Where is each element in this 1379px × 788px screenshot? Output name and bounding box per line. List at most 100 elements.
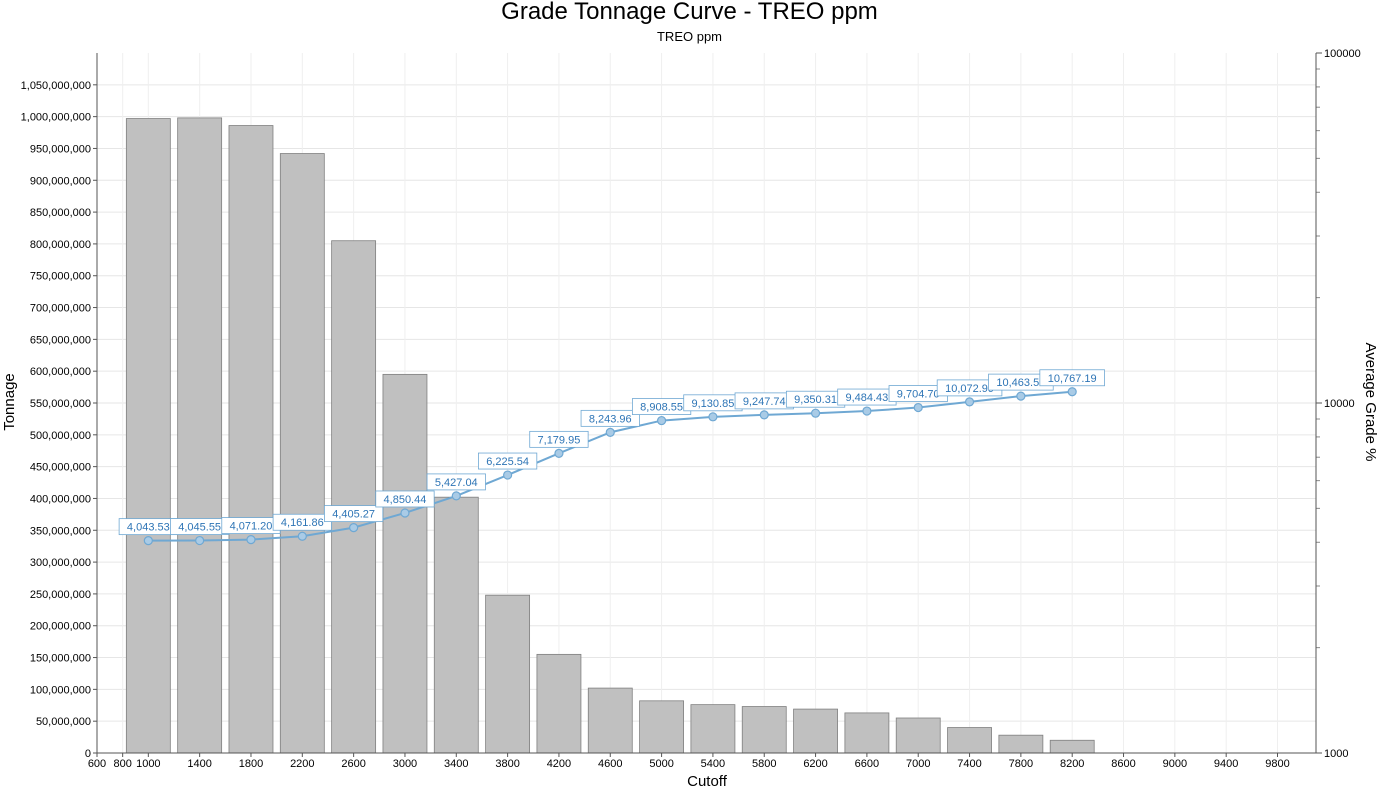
x-tick-label: 5000 <box>649 758 673 770</box>
tonnage-bar <box>895 717 941 754</box>
y-left-tick-label: 450,000,000 <box>30 462 91 474</box>
grade-point <box>400 508 410 518</box>
tonnage-bar <box>331 240 377 754</box>
grade-point <box>143 536 153 546</box>
y-left-tick-label: 600,000,000 <box>30 366 91 378</box>
grade-point <box>759 410 769 420</box>
grade-point <box>1067 387 1077 397</box>
y-left-tick-label: 900,000,000 <box>30 175 91 187</box>
x-tick-label: 8200 <box>1060 758 1084 770</box>
grade-point <box>1016 391 1026 401</box>
y-left-tick-label: 200,000,000 <box>30 621 91 633</box>
x-tick-label: 8600 <box>1111 758 1135 770</box>
y-left-tick-label: 250,000,000 <box>30 589 91 601</box>
tonnage-bar <box>639 700 684 754</box>
tonnage-bar <box>228 125 274 754</box>
tonnage-bar <box>844 712 890 754</box>
tonnage-bar <box>485 594 531 754</box>
y-left-tick-label: 700,000,000 <box>30 303 91 315</box>
x-tick-label: 1000 <box>136 758 160 770</box>
x-tick-label: 7000 <box>906 758 930 770</box>
grade-point <box>862 406 872 416</box>
grade-point <box>708 412 718 422</box>
y-left-tick-label: 350,000,000 <box>30 525 91 537</box>
x-tick-label: 800 <box>113 758 131 770</box>
grade-data-label: 4,043.53 <box>127 522 170 534</box>
tonnage-bar <box>279 153 325 754</box>
chart-title: Grade Tonnage Curve - TREO ppm <box>501 0 878 25</box>
tonnage-bar <box>741 706 787 754</box>
grade-label-box <box>375 490 435 508</box>
tonnage-bar <box>690 704 736 754</box>
grade-point <box>246 534 256 545</box>
grade-label-box <box>272 513 332 531</box>
grade-data-label: 6,225.54 <box>486 456 529 468</box>
x-tick-label: 9000 <box>1163 758 1187 770</box>
y-left-tick-label: 300,000,000 <box>30 557 91 569</box>
x-tick-label: 6200 <box>803 758 827 770</box>
x-tick-label: 9800 <box>1265 758 1289 770</box>
axis-layer: 0 50,000,000 100,000,000 150,000,000 200,000… <box>21 48 1361 770</box>
y-left-tick-label: 650,000,000 <box>30 334 91 346</box>
y-left-tick-label: 150,000,000 <box>30 653 91 665</box>
grade-data-label: 4,850.44 <box>384 494 427 506</box>
y-left-tick-label: 850,000,000 <box>30 207 91 219</box>
tonnage-bar <box>177 117 223 754</box>
tonnage-bar <box>793 708 838 754</box>
x-tick-label: 3400 <box>444 758 468 770</box>
y-left-tick-label: 1,000,000,000 <box>21 112 91 124</box>
y-left-tick-label: 1,050,000,000 <box>21 80 91 92</box>
grade-data-label: 9,704.70 <box>897 389 940 401</box>
grade-data-label: 4,071.20 <box>230 521 273 533</box>
tonnage-bar <box>998 734 1044 754</box>
y-left-tick-label: 800,000,000 <box>30 239 91 251</box>
x-tick-label: 600 <box>88 758 106 770</box>
grade-label-box <box>529 430 589 448</box>
grade-point <box>605 427 615 437</box>
grade-data-label: 10,072.99 <box>945 383 994 395</box>
y-left-tick-label: 750,000,000 <box>30 271 91 283</box>
grade-point <box>913 402 923 413</box>
grade-point <box>656 415 667 426</box>
grade-data-label: 8,243.96 <box>589 413 632 425</box>
grade-label-box <box>324 505 384 523</box>
chart-subtitle: TREO ppm <box>656 29 722 44</box>
grade-point <box>451 491 461 501</box>
tonnage-bar <box>587 687 633 754</box>
x-tick-label: 7800 <box>1009 758 1033 770</box>
grade-data-label: 9,484.43 <box>845 392 888 404</box>
y-right-tick-label: 10000 <box>1324 398 1355 410</box>
tonnage-bar <box>536 653 582 754</box>
grade-data-label: 4,045.55 <box>178 522 221 534</box>
y-right-tick-label: 100000 <box>1324 48 1361 60</box>
grade-label-box <box>1039 369 1105 387</box>
x-tick-label: 5400 <box>701 758 725 770</box>
y-left-tick-label: 400,000,000 <box>30 493 91 505</box>
tonnage-bar <box>125 118 171 754</box>
tonnage-bar <box>382 373 428 754</box>
grade-point <box>810 408 821 418</box>
x-tick-label: 6600 <box>855 758 879 770</box>
grade-data-label: 8,908.55 <box>640 402 683 414</box>
y-left-tick-label: 950,000,000 <box>30 143 91 155</box>
grade-point <box>554 448 564 458</box>
x-tick-label: 1800 <box>239 758 263 770</box>
grade-label-box <box>478 452 538 470</box>
y-left-tick-label: 500,000,000 <box>30 430 91 442</box>
grade-data-label: 10,767.19 <box>1048 373 1097 385</box>
tonnage-bar <box>1049 739 1095 754</box>
x-tick-label: 2600 <box>341 758 365 770</box>
y-left-tick-label: 100,000,000 <box>30 684 91 696</box>
tonnage-bar <box>947 727 992 754</box>
x-tick-label: 7400 <box>957 758 981 770</box>
x-tick-label: 4200 <box>547 758 571 770</box>
x-tick-label: 5800 <box>752 758 776 770</box>
x-axis-title: Cutoff <box>687 773 728 788</box>
grade-label-box <box>580 409 640 427</box>
grade-label-box <box>426 473 486 491</box>
bar-layer <box>125 117 1095 754</box>
x-tick-label: 4600 <box>598 758 622 770</box>
x-tick-label: 1400 <box>187 758 211 770</box>
grade-data-label: 7,179.95 <box>538 434 581 446</box>
